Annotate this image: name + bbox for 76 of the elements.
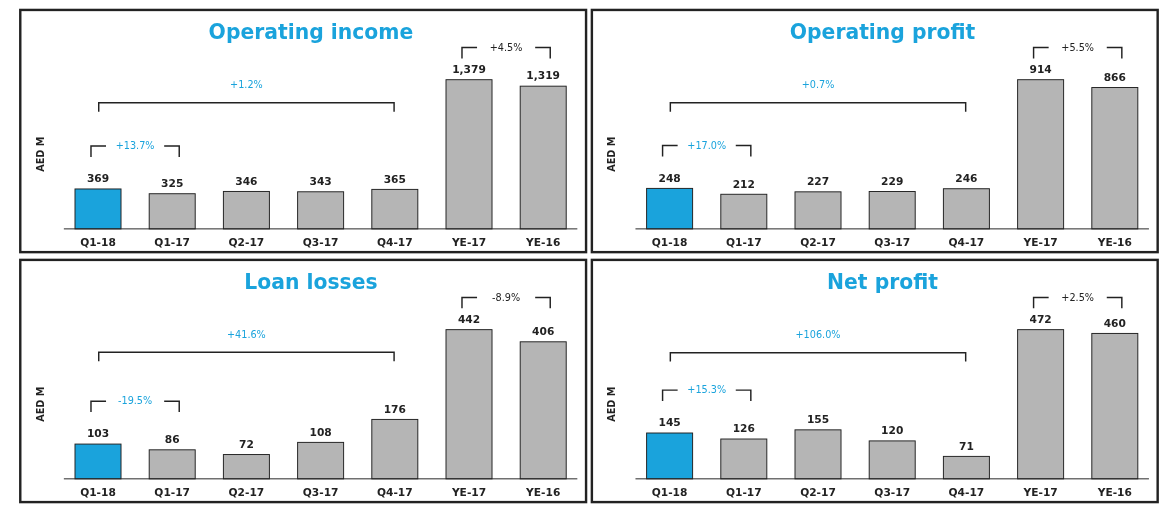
chart-title: Net profit xyxy=(827,269,939,294)
data-label: 343 xyxy=(309,175,332,188)
data-label: 155 xyxy=(806,413,830,427)
data-label: 472 xyxy=(1029,312,1052,326)
y-axis-title: AED M xyxy=(606,386,618,422)
x-tick-label: YE-16 xyxy=(1096,236,1132,250)
x-tick-label: YE-17 xyxy=(450,236,487,250)
x-tick-label: YE-16 xyxy=(525,236,561,250)
data-label: 406 xyxy=(532,325,555,339)
x-tick-label: Q4-17 xyxy=(376,486,413,500)
x-tick-label: Q4-17 xyxy=(376,236,413,250)
x-tick-label: YE-16 xyxy=(525,486,561,500)
x-tick-label: YE-17 xyxy=(450,486,487,500)
text: +4.5% xyxy=(489,41,523,53)
x-tick-label: Q1-18 xyxy=(80,236,116,250)
chart-title: Loan losses xyxy=(244,269,378,294)
text: -8.9% xyxy=(492,291,521,303)
data-label: 72 xyxy=(239,437,254,451)
annotation: +0.7% xyxy=(801,79,835,91)
data-label: 227 xyxy=(806,175,830,189)
annotation: +106.0% xyxy=(795,329,841,341)
x-tick-label: YE-17 xyxy=(1022,236,1058,250)
data-label: 325 xyxy=(161,176,184,190)
data-label: 120 xyxy=(881,424,904,438)
data-label: 145 xyxy=(658,416,681,430)
data-label: 914 xyxy=(1029,62,1052,76)
y-axis-title: AED M xyxy=(34,136,46,172)
data-label: 212 xyxy=(732,177,755,191)
x-tick-label: Q3-17 xyxy=(302,486,339,500)
x-tick-label: Q1-18 xyxy=(651,236,688,250)
x-tick-label: Q1-17 xyxy=(154,236,191,250)
x-tick-label: Q4-17 xyxy=(948,486,985,500)
data-label: 103 xyxy=(86,427,110,441)
data-label: 866 xyxy=(1103,70,1126,84)
annotation: +15.3% xyxy=(687,384,727,396)
annotation: -19.5% xyxy=(118,395,153,407)
x-tick-label: Q1-18 xyxy=(651,486,688,500)
data-label: 1,319 xyxy=(526,69,561,83)
data-label: 86 xyxy=(164,433,180,447)
x-tick-label: Q1-17 xyxy=(154,486,191,500)
data-label: 442 xyxy=(457,312,481,326)
x-tick-label: YE-16 xyxy=(1096,486,1132,500)
annotation: +1.2% xyxy=(230,79,263,91)
data-label: 1,379 xyxy=(452,62,486,76)
x-tick-label: Q1-17 xyxy=(725,486,762,500)
x-tick-label: Q3-17 xyxy=(302,236,339,250)
data-label: 126 xyxy=(732,422,755,436)
chart-title: Operating profit xyxy=(789,20,976,44)
data-label: 229 xyxy=(881,174,904,188)
y-axis-title: AED M xyxy=(34,386,46,422)
x-tick-label: Q2-17 xyxy=(228,236,265,250)
data-label: 460 xyxy=(1103,316,1126,330)
x-tick-label: Q1-17 xyxy=(725,236,762,250)
annotation: +13.7% xyxy=(115,140,155,152)
data-label: 246 xyxy=(955,171,978,185)
data-label: 369 xyxy=(86,172,110,186)
annotation: +41.6% xyxy=(226,329,266,341)
data-label: 71 xyxy=(959,439,974,453)
text: +5.5% xyxy=(1061,41,1095,53)
x-tick-label: Q2-17 xyxy=(800,236,836,250)
x-tick-label: Q3-17 xyxy=(874,236,911,250)
annotation: +17.0% xyxy=(687,139,727,151)
data-label: 108 xyxy=(309,425,332,439)
data-label: 176 xyxy=(383,402,406,416)
data-label: 346 xyxy=(235,174,258,188)
text: +2.5% xyxy=(1061,291,1095,303)
x-tick-label: YE-17 xyxy=(1022,486,1058,500)
y-axis-title: AED M xyxy=(606,136,618,172)
data-label: 248 xyxy=(658,171,681,185)
chart-title: Operating income xyxy=(208,20,414,44)
x-tick-label: Q2-17 xyxy=(228,486,265,500)
x-tick-label: Q4-17 xyxy=(948,236,985,250)
x-tick-label: Q2-17 xyxy=(800,486,836,500)
data-label: 365 xyxy=(383,172,406,186)
x-tick-label: Q1-18 xyxy=(80,486,116,500)
x-tick-label: Q3-17 xyxy=(874,486,911,500)
